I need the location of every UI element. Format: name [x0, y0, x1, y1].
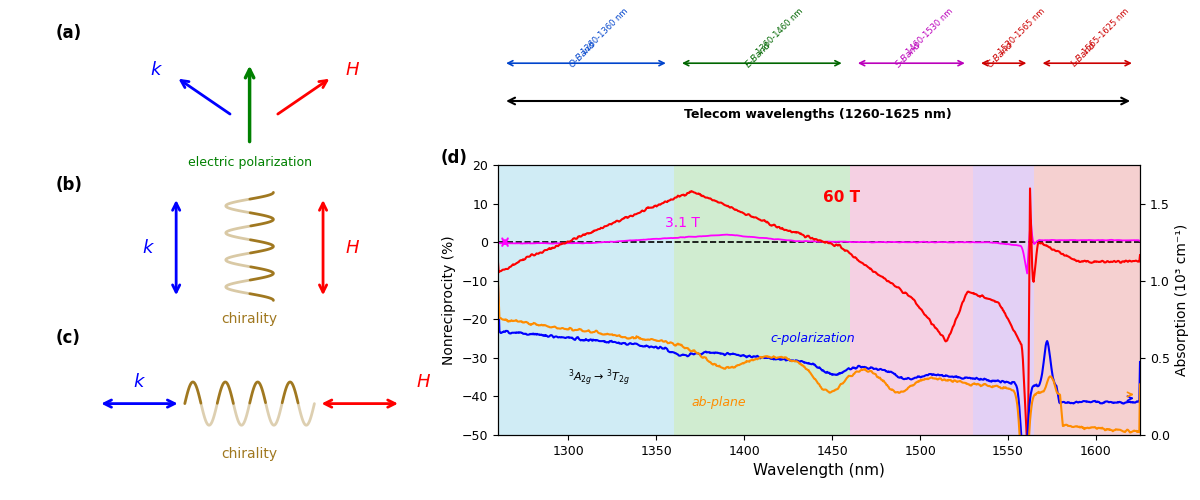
Text: electric polarization: electric polarization — [187, 156, 312, 170]
Text: L-Band: L-Band — [1070, 40, 1098, 68]
X-axis label: Wavelength (nm): Wavelength (nm) — [754, 464, 884, 478]
Text: 60 T: 60 T — [823, 190, 860, 204]
Text: $k$: $k$ — [133, 373, 146, 391]
Y-axis label: Nonreciprocity (%): Nonreciprocity (%) — [443, 235, 456, 365]
Y-axis label: Absorption (10³ cm⁻¹): Absorption (10³ cm⁻¹) — [1175, 224, 1189, 376]
Text: 1360-1460 nm: 1360-1460 nm — [756, 6, 805, 56]
Text: (c): (c) — [55, 329, 80, 347]
Bar — [498, 165, 674, 435]
Text: ab-plane: ab-plane — [691, 396, 746, 409]
Text: 1260-1360 nm: 1260-1360 nm — [580, 6, 630, 56]
Text: E-Band: E-Band — [744, 40, 773, 69]
Text: $k$: $k$ — [150, 61, 163, 79]
Text: 1530-1565 nm: 1530-1565 nm — [997, 6, 1048, 56]
Text: 1460-1530 nm: 1460-1530 nm — [905, 6, 955, 56]
Text: c-polarization: c-polarization — [770, 332, 856, 345]
Text: $H$: $H$ — [344, 61, 360, 79]
Text: O-Band: O-Band — [568, 40, 598, 70]
Text: 1565-1625 nm: 1565-1625 nm — [1081, 6, 1130, 56]
Text: chirality: chirality — [222, 312, 277, 326]
Text: $k$: $k$ — [142, 238, 155, 256]
Text: $H$: $H$ — [416, 373, 431, 391]
Text: Telecom wavelengths (1260-1625 nm): Telecom wavelengths (1260-1625 nm) — [684, 108, 952, 121]
Text: C-Band: C-Band — [985, 40, 1015, 69]
Text: $^3A_{2g}\rightarrow\,^3T_{2g}$: $^3A_{2g}\rightarrow\,^3T_{2g}$ — [569, 367, 631, 388]
Text: 3.1 T: 3.1 T — [665, 216, 700, 230]
Bar — [1034, 165, 1140, 435]
Bar — [674, 165, 850, 435]
Text: chirality: chirality — [222, 447, 277, 461]
Text: (b): (b) — [55, 176, 82, 194]
Text: (a): (a) — [55, 24, 82, 42]
Text: (d): (d) — [440, 149, 467, 167]
Text: S-Band: S-Band — [894, 40, 923, 69]
Bar — [973, 165, 1034, 435]
Bar — [850, 165, 973, 435]
Text: $H$: $H$ — [344, 238, 360, 256]
